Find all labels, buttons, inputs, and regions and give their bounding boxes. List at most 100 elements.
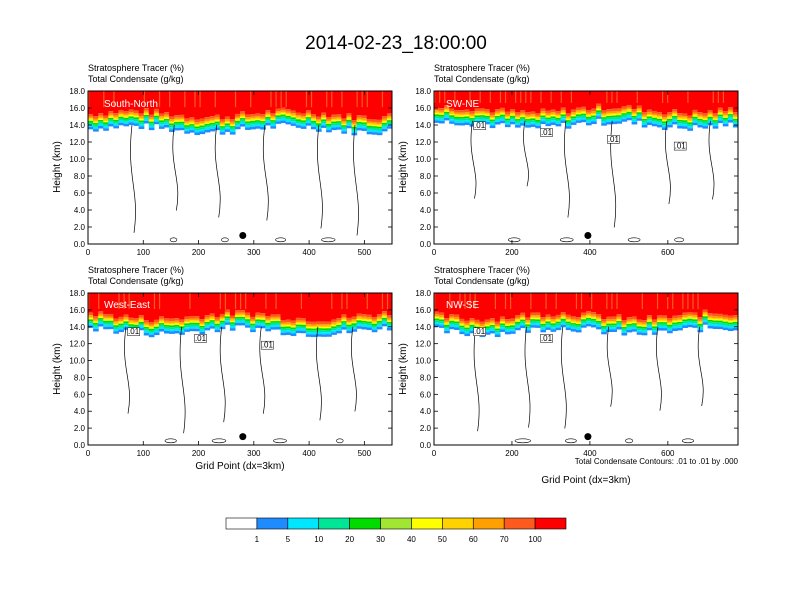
tracer-band	[611, 325, 617, 328]
tracer-band	[361, 128, 368, 131]
tracer-streak	[464, 293, 466, 310]
tracer-band	[108, 322, 114, 325]
tracer-band	[371, 293, 378, 318]
tracer-band	[179, 121, 185, 124]
tracer-band	[164, 323, 170, 326]
tracer-band	[300, 326, 307, 329]
x-tick-label: 400	[302, 449, 316, 458]
tracer-band	[366, 314, 373, 318]
tracer-band	[169, 322, 175, 325]
tracer-band	[305, 120, 312, 124]
tracer-band	[575, 323, 582, 326]
tracer-band	[702, 91, 709, 114]
tracer-band	[98, 313, 104, 316]
tracer-streak	[682, 293, 684, 310]
tracer-band	[565, 117, 572, 119]
tracer-band	[169, 123, 175, 126]
tracer-band	[601, 321, 607, 324]
tracer-band	[651, 116, 658, 118]
tracer-band	[270, 121, 277, 124]
tracer-band	[484, 113, 491, 115]
tracer-band	[300, 328, 307, 331]
tracer-band	[214, 117, 221, 120]
tracer-band	[153, 293, 160, 320]
tracer-band	[479, 112, 486, 114]
tracer-band	[732, 117, 738, 119]
tracer-band	[341, 131, 347, 134]
tracer-band	[118, 325, 125, 328]
colorbar-swatch	[380, 517, 412, 530]
tracer-band	[479, 115, 486, 117]
tracer-band	[98, 121, 104, 124]
tracer-band	[93, 116, 99, 119]
tracer-band	[321, 118, 327, 120]
tracer-band	[464, 116, 471, 119]
tracer-band	[245, 316, 251, 318]
tracer-band	[439, 323, 445, 326]
tracer-band	[123, 113, 130, 116]
tracer-band	[351, 323, 358, 325]
tracer-band	[255, 319, 261, 322]
tracer-band	[732, 327, 738, 331]
tracer-band	[454, 327, 460, 331]
tracer-band	[712, 118, 719, 121]
tracer-band	[697, 323, 704, 326]
tracer-band	[606, 316, 612, 320]
tracer-band	[586, 316, 592, 318]
tracer-band	[525, 122, 531, 126]
tracer-streak	[692, 293, 694, 310]
contour-label-box	[540, 334, 553, 343]
tracer-band	[270, 117, 277, 119]
tracer-band	[290, 110, 297, 114]
tracer-band	[616, 108, 623, 111]
tracer-band	[550, 322, 557, 324]
tracer-band	[371, 119, 378, 122]
condensate-contour	[275, 237, 287, 243]
tracer-band	[386, 323, 392, 326]
tracer-band	[285, 109, 292, 112]
tracer-band	[525, 328, 531, 331]
tracer-band	[224, 122, 231, 124]
tracer-band	[199, 323, 206, 325]
tracer-band	[545, 323, 552, 326]
tracer-band	[626, 325, 633, 328]
tracer-band	[464, 320, 471, 324]
tracer-band	[295, 118, 302, 120]
tracer-band	[341, 319, 347, 322]
tracer-band	[194, 318, 201, 321]
tracer-band	[611, 322, 617, 324]
tracer-band	[499, 114, 506, 117]
tracer-band	[651, 325, 658, 327]
tracer-band	[550, 112, 557, 114]
tracer-band	[570, 316, 577, 319]
tracer-band	[133, 113, 140, 115]
tracer-band	[697, 117, 704, 119]
tracer-band	[148, 91, 155, 115]
tracer-streak	[214, 91, 216, 108]
tracer-band	[712, 123, 719, 127]
tracer-band	[702, 115, 709, 118]
tracer-band	[682, 312, 688, 316]
tracer-band	[361, 321, 368, 323]
tracer-band	[525, 293, 531, 318]
tracer-band	[346, 125, 353, 129]
tracer-band	[189, 315, 195, 319]
tracer-band	[290, 91, 297, 111]
tracer-band	[479, 324, 486, 327]
tracer-band	[626, 293, 633, 318]
tracer-band	[444, 109, 450, 111]
tracer-streak	[128, 293, 130, 310]
tracer-band	[209, 326, 216, 329]
tracer-band	[525, 326, 531, 329]
tracer-band	[209, 321, 216, 324]
tracer-band	[545, 314, 552, 318]
tracer-band	[371, 127, 378, 131]
tracer-band	[234, 314, 241, 316]
tracer-band	[169, 327, 175, 330]
tracer-band	[656, 122, 663, 125]
tracer-band	[88, 323, 94, 326]
tracer-band	[199, 319, 206, 322]
tracer-band	[636, 326, 643, 329]
y-tick-label: 4.0	[74, 407, 86, 416]
tracer-band	[361, 326, 368, 330]
